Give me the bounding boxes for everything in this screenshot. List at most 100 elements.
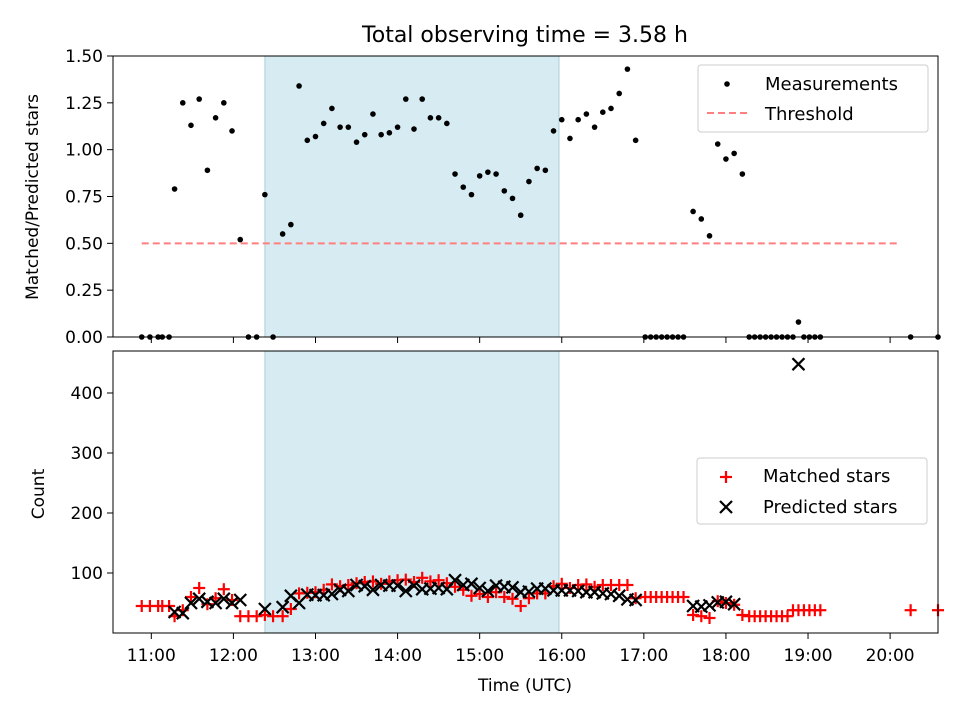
x-tick-label: 19:00 bbox=[784, 646, 833, 666]
predicted-star-point bbox=[612, 589, 626, 603]
y-tick-label: 400 bbox=[71, 384, 103, 404]
measurement-point bbox=[558, 116, 565, 123]
legend-measurements-label: Measurements bbox=[765, 74, 898, 95]
measurement-point bbox=[237, 236, 244, 243]
measurement-point bbox=[468, 191, 475, 198]
top-y-axis-label: Matched/Predicted stars bbox=[23, 94, 43, 300]
predicted-star-point bbox=[399, 584, 413, 598]
predicted-star-point bbox=[791, 357, 806, 371]
y-tick-label: 0.75 bbox=[65, 188, 103, 208]
measurement-point bbox=[485, 169, 491, 175]
measurement-point bbox=[575, 116, 581, 123]
matched-star-point bbox=[184, 591, 197, 603]
measurement-point bbox=[279, 231, 286, 237]
bottom-legend: Matched stars Predicted stars bbox=[696, 457, 928, 525]
predicted-star-point bbox=[522, 584, 536, 599]
x-tick-label: 18:00 bbox=[701, 646, 750, 666]
measurement-point bbox=[460, 184, 467, 190]
matched-star-point bbox=[677, 591, 690, 603]
predicted-star-point bbox=[217, 592, 231, 606]
y-tick-label: 200 bbox=[71, 504, 103, 524]
x-tick-label: 15:00 bbox=[455, 646, 504, 666]
top-legend-box bbox=[697, 64, 929, 133]
measurement-point bbox=[624, 66, 631, 72]
measurement-point bbox=[698, 216, 705, 222]
top-legend: Measurements Threshold bbox=[697, 64, 929, 133]
predicted-star-point bbox=[233, 593, 248, 607]
bottom-y-ticks: 100 200 300 400 bbox=[71, 384, 113, 584]
matched-star-point bbox=[276, 610, 289, 623]
measurement-point bbox=[378, 131, 384, 138]
predicted-star-point bbox=[702, 598, 717, 613]
predicted-star-point bbox=[407, 578, 421, 593]
y-tick-label: 100 bbox=[71, 564, 103, 584]
measurement-point bbox=[452, 171, 458, 177]
measurement-point bbox=[402, 96, 409, 102]
measurement-point bbox=[608, 105, 614, 112]
matched-star-point bbox=[465, 589, 478, 602]
predicted-star-point bbox=[175, 606, 190, 620]
legend-measurements-marker bbox=[724, 81, 730, 87]
y-tick-label: 0.00 bbox=[65, 328, 103, 348]
measurement-point bbox=[509, 195, 516, 202]
predicted-star-point bbox=[505, 580, 520, 595]
measurement-point bbox=[435, 115, 442, 121]
x-axis-label: Time (UTC) bbox=[477, 676, 572, 696]
measurement-point bbox=[188, 122, 194, 129]
matched-star-point bbox=[687, 609, 700, 621]
measurement-point bbox=[386, 130, 393, 136]
measurement-point bbox=[304, 137, 311, 144]
measurements-series bbox=[138, 66, 941, 340]
measurement-point bbox=[632, 137, 639, 144]
predicted-star-point bbox=[538, 581, 553, 596]
matched-star-point bbox=[217, 583, 230, 596]
measurement-point bbox=[731, 150, 737, 157]
measurement-point bbox=[591, 124, 598, 130]
measurement-point bbox=[501, 188, 508, 194]
measurement-point bbox=[542, 167, 549, 174]
measurement-point bbox=[444, 120, 450, 127]
measurement-point bbox=[171, 186, 178, 192]
matched-star-point bbox=[703, 612, 716, 624]
measurement-point bbox=[394, 124, 401, 130]
x-tick-label: 16:00 bbox=[537, 646, 586, 666]
measurement-point bbox=[526, 178, 532, 185]
x-tick-label: 11:00 bbox=[127, 646, 176, 666]
predicted-star-point bbox=[341, 584, 356, 598]
measurement-point bbox=[550, 128, 557, 134]
matched-star-point bbox=[416, 571, 429, 584]
matched-star-point bbox=[399, 573, 412, 586]
measurement-point bbox=[706, 233, 713, 239]
predicted-star-point bbox=[719, 595, 733, 609]
matched-star-point bbox=[580, 578, 593, 591]
measurement-point bbox=[476, 173, 483, 179]
matched-star-point bbox=[736, 609, 749, 621]
matched-star-point bbox=[621, 579, 634, 591]
measurement-point bbox=[204, 167, 211, 174]
bottom-y-axis-label: Count bbox=[29, 468, 49, 519]
measurement-point bbox=[370, 111, 376, 117]
measurement-point bbox=[534, 165, 540, 172]
legend-matched-marker bbox=[720, 471, 732, 483]
matched-star-point bbox=[258, 609, 271, 621]
matched-star-point bbox=[522, 592, 535, 605]
matched-star-point bbox=[514, 600, 527, 612]
bottom-axes-frame bbox=[112, 350, 939, 634]
matched-star-point bbox=[904, 604, 917, 617]
measurement-point bbox=[739, 171, 746, 177]
measurement-point bbox=[714, 141, 721, 147]
top-axes-frame bbox=[112, 55, 939, 338]
measurement-point bbox=[427, 115, 434, 121]
predicted-star-point bbox=[481, 584, 495, 598]
predicted-star-point bbox=[448, 573, 462, 587]
y-tick-label: 0.50 bbox=[65, 234, 103, 254]
measurement-point bbox=[221, 100, 227, 106]
measurement-point bbox=[296, 83, 302, 89]
measurement-point bbox=[723, 156, 729, 162]
measurement-point bbox=[262, 191, 268, 198]
predicted-stars-series bbox=[167, 357, 806, 620]
chart-title: Total observing time = 3.58 h bbox=[361, 23, 688, 48]
measurement-point bbox=[600, 109, 606, 115]
measurement-point bbox=[179, 100, 186, 106]
